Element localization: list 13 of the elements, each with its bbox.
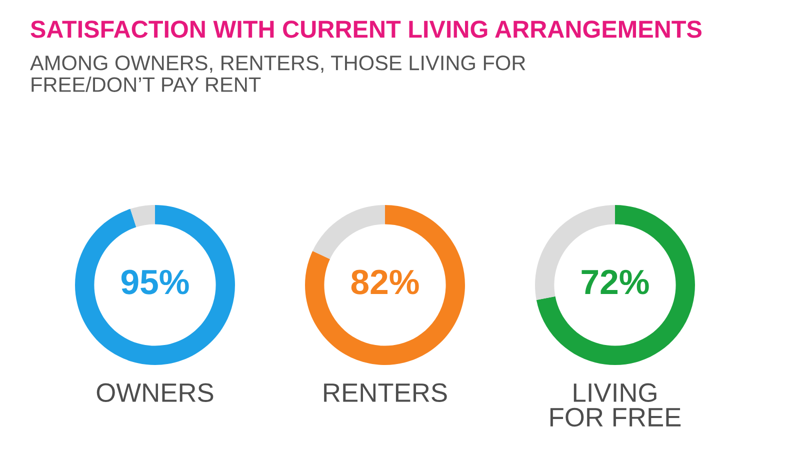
- donut-slice: [130, 205, 155, 228]
- data-label: 95%: [121, 270, 189, 294]
- donut-slice: [75, 205, 235, 365]
- donut-slice: [305, 205, 465, 365]
- text: SATISFACTION WITH CURRENT LIVING ARRANGEMENTS: [30, 20, 702, 38]
- text: AMONG OWNERS, RENTERS, THOSE LIVING FOR FREE/DON’T PAY RENT: [30, 56, 526, 92]
- slice-label: RENTERS: [324, 383, 447, 402]
- slice-label: LIVING FOR FREE: [550, 383, 681, 427]
- donut-slice: [536, 205, 695, 365]
- donut-slice: [312, 205, 385, 260]
- slice-label: OWNERS: [96, 383, 214, 402]
- data-label: 72%: [582, 270, 649, 294]
- data-label: 82%: [351, 270, 419, 294]
